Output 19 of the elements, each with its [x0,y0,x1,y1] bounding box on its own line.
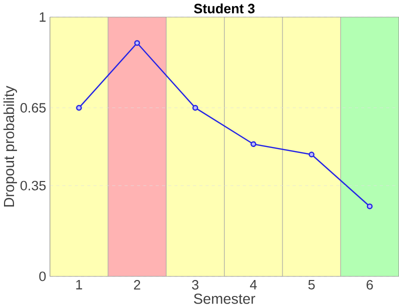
y-tick-label: 0 [39,271,46,281]
x-axis-title: Semester [194,293,256,304]
x-tick-label: 1 [76,280,82,290]
y-axis-title: Dropout probability [3,86,17,206]
point [308,151,314,158]
y-tick-label: 1 [40,12,46,22]
point [192,104,198,111]
point [134,40,140,46]
point [76,104,82,111]
y-tick-label: 0.35 [20,180,46,190]
x-tick-label: 2 [134,280,140,290]
x-tick-label: 6 [366,280,373,290]
x-tick-label: 4 [250,280,257,290]
y-tick-label: 0.65 [20,102,46,112]
point [250,141,256,147]
x-tick-label: 5 [308,280,315,290]
chart-title: Student 3 [194,3,255,14]
x-tick-label: 3 [192,280,198,290]
point [366,203,373,210]
